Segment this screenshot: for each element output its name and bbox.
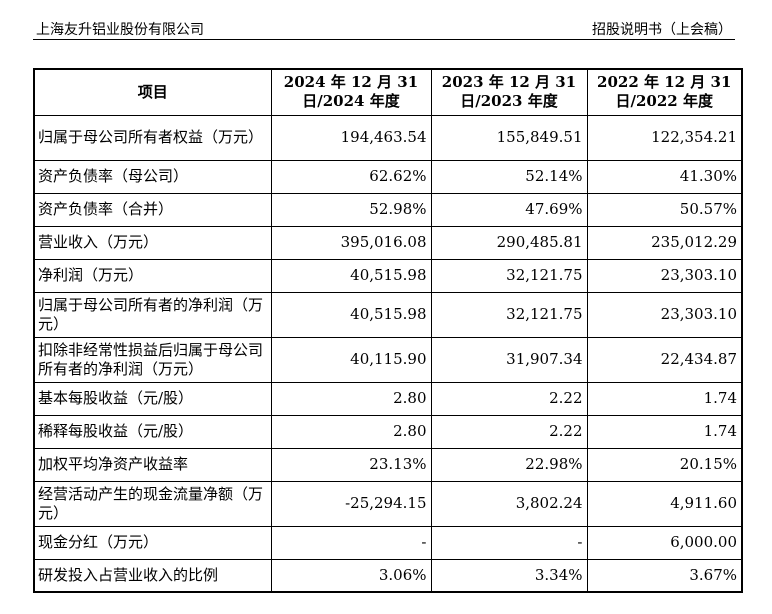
cell-2023: 2.22: [430, 414, 588, 449]
financial-indicators-table: 项目 2024 年 12 月 31 日/2024 年度 2023 年 12 月 …: [33, 68, 743, 593]
cell-2024: 3.06%: [270, 558, 432, 593]
table-row: 资产负债率（合并） 52.98% 47.69% 50.57%: [33, 192, 743, 227]
cell-2023: 3,802.24: [430, 480, 588, 527]
row-label: 现金分红（万元）: [33, 525, 272, 560]
row-label: 营业收入（万元）: [33, 225, 272, 260]
cell-2022: 6,000.00: [586, 525, 743, 560]
table-row: 现金分红（万元） - - 6,000.00: [33, 525, 743, 560]
row-label: 加权平均净资产收益率: [33, 447, 272, 482]
cell-2024: 62.62%: [270, 159, 432, 194]
cell-2022: 122,354.21: [586, 114, 743, 161]
table-row: 净利润（万元） 40,515.98 32,121.75 23,303.10: [33, 258, 743, 293]
cell-2022: 20.15%: [586, 447, 743, 482]
cell-2023: 2.22: [430, 381, 588, 416]
cell-2024: 40,115.90: [270, 336, 432, 383]
cell-2023: 22.98%: [430, 447, 588, 482]
table-row: 研发投入占营业收入的比例 3.06% 3.34% 3.67%: [33, 558, 743, 593]
row-label: 基本每股收益（元/股）: [33, 381, 272, 416]
cell-2024: 194,463.54: [270, 114, 432, 161]
cell-2022: 50.57%: [586, 192, 743, 227]
cell-2023: 32,121.75: [430, 291, 588, 338]
table-row: 归属于母公司所有者权益（万元） 194,463.54 155,849.51 12…: [33, 114, 743, 161]
table-row: 营业收入（万元） 395,016.08 290,485.81 235,012.2…: [33, 225, 743, 260]
row-label: 归属于母公司所有者的净利润（万元）: [33, 291, 272, 338]
cell-2022: 23,303.10: [586, 291, 743, 338]
cell-2024: 40,515.98: [270, 291, 432, 338]
cell-2022: 41.30%: [586, 159, 743, 194]
table-header-row: 项目 2024 年 12 月 31 日/2024 年度 2023 年 12 月 …: [33, 68, 743, 116]
cell-2023: -: [430, 525, 588, 560]
column-header-2022: 2022 年 12 月 31 日/2022 年度: [586, 68, 743, 116]
column-header-2024: 2024 年 12 月 31 日/2024 年度: [270, 68, 432, 116]
row-label: 资产负债率（合并）: [33, 192, 272, 227]
cell-2023: 47.69%: [430, 192, 588, 227]
row-label: 资产负债率（母公司）: [33, 159, 272, 194]
cell-2022: 4,911.60: [586, 480, 743, 527]
cell-2024: 395,016.08: [270, 225, 432, 260]
row-label: 归属于母公司所有者权益（万元）: [33, 114, 272, 161]
row-label: 扣除非经常性损益后归属于母公司所有者的净利润（万元）: [33, 336, 272, 383]
cell-2023: 52.14%: [430, 159, 588, 194]
table-row: 稀释每股收益（元/股） 2.80 2.22 1.74: [33, 414, 743, 449]
cell-2024: 52.98%: [270, 192, 432, 227]
row-label: 净利润（万元）: [33, 258, 272, 293]
table-row: 资产负债率（母公司） 62.62% 52.14% 41.30%: [33, 159, 743, 194]
cell-2024: -: [270, 525, 432, 560]
cell-2024: 2.80: [270, 414, 432, 449]
header-divider: [33, 39, 735, 40]
table-row: 经营活动产生的现金流量净额（万元） -25,294.15 3,802.24 4,…: [33, 480, 743, 527]
column-header-item: 项目: [33, 68, 272, 116]
cell-2024: 2.80: [270, 381, 432, 416]
cell-2022: 22,434.87: [586, 336, 743, 383]
cell-2023: 31,907.34: [430, 336, 588, 383]
cell-2022: 23,303.10: [586, 258, 743, 293]
row-label: 经营活动产生的现金流量净额（万元）: [33, 480, 272, 527]
row-label: 研发投入占营业收入的比例: [33, 558, 272, 593]
row-label: 稀释每股收益（元/股）: [33, 414, 272, 449]
table-row: 基本每股收益（元/股） 2.80 2.22 1.74: [33, 381, 743, 416]
cell-2023: 3.34%: [430, 558, 588, 593]
cell-2024: 40,515.98: [270, 258, 432, 293]
cell-2022: 1.74: [586, 381, 743, 416]
cell-2024: -25,294.15: [270, 480, 432, 527]
table-row: 归属于母公司所有者的净利润（万元） 40,515.98 32,121.75 23…: [33, 291, 743, 338]
cell-2022: 1.74: [586, 414, 743, 449]
cell-2023: 32,121.75: [430, 258, 588, 293]
cell-2022: 3.67%: [586, 558, 743, 593]
cell-2022: 235,012.29: [586, 225, 743, 260]
company-name: 上海友升铝业股份有限公司: [36, 22, 204, 38]
cell-2024: 23.13%: [270, 447, 432, 482]
cell-2023: 155,849.51: [430, 114, 588, 161]
table-row: 扣除非经常性损益后归属于母公司所有者的净利润（万元） 40,115.90 31,…: [33, 336, 743, 383]
document-type: 招股说明书（上会稿）: [592, 22, 732, 38]
cell-2023: 290,485.81: [430, 225, 588, 260]
column-header-2023: 2023 年 12 月 31 日/2023 年度: [430, 68, 588, 116]
table-row: 加权平均净资产收益率 23.13% 22.98% 20.15%: [33, 447, 743, 482]
